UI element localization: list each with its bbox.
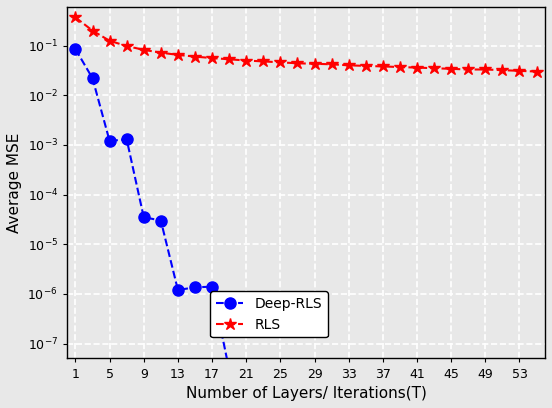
Line: Deep-RLS: Deep-RLS	[70, 44, 235, 375]
RLS	[465, 67, 471, 72]
Deep-RLS	[140, 215, 147, 220]
RLS	[311, 61, 318, 66]
RLS	[380, 64, 386, 69]
Deep-RLS	[174, 288, 181, 293]
Deep-RLS	[226, 367, 232, 372]
RLS	[448, 67, 454, 71]
RLS	[89, 28, 96, 33]
RLS	[107, 38, 113, 43]
RLS	[482, 67, 489, 72]
RLS	[413, 65, 420, 70]
Deep-RLS	[123, 137, 130, 142]
RLS	[123, 44, 130, 49]
RLS	[346, 63, 352, 68]
Deep-RLS	[89, 76, 96, 81]
Y-axis label: Average MSE: Average MSE	[7, 133, 22, 233]
RLS	[140, 47, 147, 52]
RLS	[396, 64, 403, 69]
RLS	[209, 55, 215, 60]
RLS	[192, 54, 198, 59]
RLS	[277, 60, 284, 65]
RLS	[328, 62, 335, 67]
Deep-RLS	[192, 285, 198, 290]
Deep-RLS	[107, 139, 113, 144]
RLS	[499, 68, 506, 73]
Line: RLS: RLS	[69, 11, 543, 78]
RLS	[157, 50, 164, 55]
RLS	[294, 61, 301, 66]
X-axis label: Number of Layers/ Iterations(T): Number of Layers/ Iterations(T)	[185, 386, 426, 401]
RLS	[431, 66, 437, 71]
Deep-RLS	[157, 218, 164, 223]
Deep-RLS	[72, 47, 79, 51]
Deep-RLS	[209, 284, 215, 289]
RLS	[260, 59, 267, 64]
RLS	[533, 69, 540, 74]
RLS	[363, 63, 369, 68]
RLS	[516, 69, 523, 73]
RLS	[174, 52, 181, 57]
RLS	[243, 58, 250, 63]
RLS	[72, 15, 79, 20]
Legend: Deep-RLS, RLS: Deep-RLS, RLS	[210, 291, 328, 337]
RLS	[226, 57, 232, 62]
